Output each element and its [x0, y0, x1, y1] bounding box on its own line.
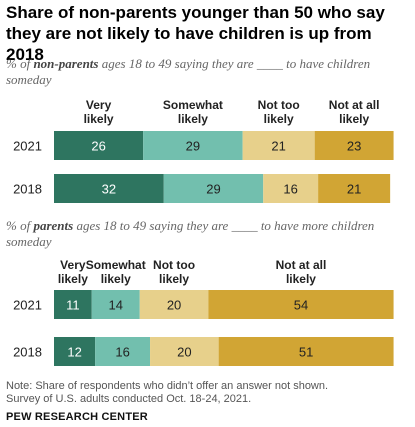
data-label-1-2018-very-likely: 32	[102, 182, 116, 197]
bar-1-2018-not-too-likely	[263, 174, 319, 203]
panel-2-subtitle: % of parents ages 18 to 49 saying they a…	[6, 218, 411, 250]
data-label-1-2021-not-at-all-likely: 23	[347, 139, 361, 154]
bar-2-2021-not-at-all-likely	[208, 290, 394, 319]
panel-2-subtitle-prefix: % of	[6, 218, 34, 233]
legend-2-somewhat-likely: Somewhat likely	[86, 258, 146, 286]
data-label-1-2018-somewhat-likely: 29	[206, 182, 220, 197]
panel-1-subtitle-bold: non-parents	[33, 56, 99, 71]
bar-2-2018-not-too-likely	[150, 337, 219, 366]
data-label-2-2018-not-too-likely: 20	[177, 345, 191, 360]
bar-1-2021-very-likely	[54, 131, 144, 160]
bar-1-2018-very-likely	[54, 174, 164, 203]
data-label-2-2018-not-at-all-likely: 51	[299, 345, 313, 360]
footer-credit: PEW RESEARCH CENTER	[6, 411, 148, 423]
legend-2-very-likely: Very likely	[58, 258, 88, 286]
bar-1-2021-somewhat-likely	[143, 131, 243, 160]
data-label-1-2021-very-likely: 26	[91, 139, 105, 154]
year-label-1-2021: 2021	[13, 139, 42, 154]
chart-title: Share of non-parents younger than 50 who…	[6, 3, 385, 64]
data-label-2-2021-somewhat-likely: 14	[109, 298, 123, 313]
panel-1-subtitle-suffix: ages 18 to 49 saying they are ____ to ha…	[6, 56, 371, 87]
data-label-2-2021-not-at-all-likely: 54	[294, 298, 308, 313]
bar-2-2021-not-too-likely	[139, 290, 209, 319]
data-label-2-2021-not-too-likely: 20	[167, 298, 181, 313]
data-label-1-2021-not-too-likely: 21	[271, 139, 285, 154]
data-label-1-2018-not-at-all-likely: 21	[347, 182, 361, 197]
legend-1-not-at-all-likely: Not at all likely	[329, 98, 380, 126]
bar-2-2021-somewhat-likely	[91, 290, 140, 319]
bar-2-2021-very-likely	[54, 290, 92, 319]
data-label-2-2018-somewhat-likely: 16	[115, 345, 129, 360]
year-label-2-2018: 2018	[13, 345, 42, 360]
bar-1-2018-not-at-all-likely	[318, 174, 391, 203]
bar-2-2018-very-likely	[54, 337, 96, 366]
legend-1-very-likely: Very likely	[84, 98, 114, 126]
bar-1-2021-not-too-likely	[242, 131, 315, 160]
data-label-2-2021-very-likely: 11	[66, 298, 80, 313]
bar-1-2018-somewhat-likely	[163, 174, 264, 203]
bar-1-2021-not-at-all-likely	[314, 131, 394, 160]
panel-1-subtitle: % of non-parents ages 18 to 49 saying th…	[6, 56, 411, 88]
legend-2-not-too-likely: Not too likely	[153, 258, 195, 286]
bar-2-2018-not-at-all-likely	[218, 337, 394, 366]
panel-2-subtitle-suffix: ages 18 to 49 saying they are ____ to ha…	[6, 218, 375, 249]
chart-source: Survey of U.S. adults conducted Oct. 18-…	[6, 393, 252, 405]
data-label-2-2018-very-likely: 12	[67, 345, 81, 360]
legend-1-not-too-likely: Not too likely	[258, 98, 300, 126]
panel-1-subtitle-prefix: % of	[6, 56, 34, 71]
bar-2-2018-somewhat-likely	[95, 337, 151, 366]
year-label-1-2018: 2018	[13, 182, 42, 197]
panel-2-subtitle-bold: parents	[33, 218, 74, 233]
chart-note: Note: Share of respondents who didn’t of…	[6, 380, 329, 392]
year-label-2-2021: 2021	[13, 298, 42, 313]
data-label-1-2018-not-too-likely: 16	[283, 182, 297, 197]
legend-2-not-at-all-likely: Not at all likely	[276, 258, 327, 286]
legend-1-somewhat-likely: Somewhat likely	[163, 98, 223, 126]
data-label-1-2021-somewhat-likely: 29	[186, 139, 200, 154]
